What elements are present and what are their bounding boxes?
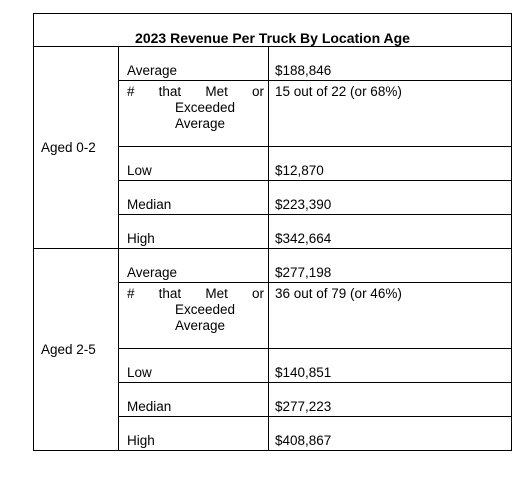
row-value: $277,198 xyxy=(267,248,513,283)
row-label: Median xyxy=(118,382,269,417)
row-label: Median xyxy=(118,180,269,215)
row-label: Average xyxy=(118,46,269,81)
row-label: # that Met or Exceeded Average xyxy=(118,282,269,349)
row-value: 36 out of 79 (or 46%) xyxy=(267,282,513,349)
row-value: $342,664 xyxy=(267,214,513,249)
table-row: High $342,664 xyxy=(34,214,513,249)
group-label: Aged 2-5 xyxy=(33,248,119,451)
row-label: High xyxy=(118,214,269,249)
row-value: 15 out of 22 (or 68%) xyxy=(267,80,513,147)
label-word: Met xyxy=(205,286,228,301)
label-line: Average xyxy=(175,318,226,333)
table-row: Aged 0-2 Average $188,846 xyxy=(33,46,513,249)
label-line: Exceeded xyxy=(175,100,236,115)
table-row: High $408,867 xyxy=(34,416,513,451)
table-row: Aged 2-5 Average $277,198 xyxy=(33,248,513,451)
label-word: or xyxy=(251,286,264,301)
row-label: Low xyxy=(118,348,269,383)
label-word: or xyxy=(251,84,264,99)
row-value: $188,846 xyxy=(267,46,513,81)
label-line: Exceeded xyxy=(175,302,236,317)
table-row: # that Met or Exceeded Average 36 out of… xyxy=(34,282,513,349)
row-value: $277,223 xyxy=(267,382,513,417)
table-title: 2023 Revenue Per Truck By Location Age xyxy=(32,13,513,47)
row-value: $140,851 xyxy=(267,348,513,383)
table-row: Low $140,851 xyxy=(34,348,513,383)
group-label: Aged 0-2 xyxy=(33,46,119,249)
row-label: Average xyxy=(118,248,269,283)
row-value: $408,867 xyxy=(267,416,513,451)
label-line: Average xyxy=(175,116,226,131)
label-word: that xyxy=(158,84,182,99)
row-value: $12,870 xyxy=(267,146,513,181)
table-row: Low $12,870 xyxy=(34,146,513,181)
label-word: that xyxy=(158,286,182,301)
row-label: # that Met or Exceeded Average xyxy=(118,80,269,147)
table-row: Median $277,223 xyxy=(34,382,513,417)
row-label: High xyxy=(118,416,269,451)
label-word: # xyxy=(127,286,135,301)
label-word: # xyxy=(127,84,135,99)
revenue-table: 2023 Revenue Per Truck By Location Age A… xyxy=(32,13,513,451)
row-value: $223,390 xyxy=(267,180,513,215)
title-row: 2023 Revenue Per Truck By Location Age xyxy=(32,13,513,47)
row-label: Low xyxy=(118,146,269,181)
label-word: Met xyxy=(205,84,228,99)
